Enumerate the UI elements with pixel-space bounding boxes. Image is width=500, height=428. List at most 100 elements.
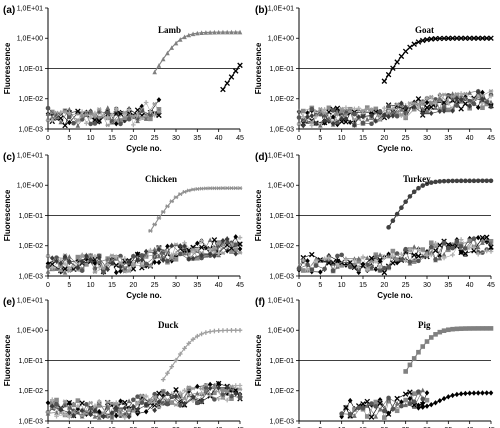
noise-series (300, 237, 494, 272)
noise-point (207, 237, 213, 243)
noise-point (45, 105, 51, 111)
y-tick-label: 1,0E-02 (269, 388, 294, 395)
amplification-series-x (220, 62, 243, 93)
noise-point (101, 266, 106, 272)
noise-point (428, 240, 434, 246)
amplification-point (432, 35, 439, 42)
noise-point (467, 98, 472, 104)
noise-point (356, 114, 362, 120)
amplification-point (419, 37, 426, 44)
noise-point (454, 103, 460, 108)
noise-point (403, 258, 408, 263)
noise-point (67, 266, 72, 271)
noise-point (322, 111, 327, 116)
amplification-point (186, 32, 192, 38)
noise-point (143, 114, 149, 119)
noise-point (484, 239, 490, 245)
noise-point (139, 400, 145, 405)
amplification-point (199, 30, 204, 35)
noise-point (420, 110, 426, 117)
noise-point (488, 244, 494, 250)
noise-point (403, 246, 408, 252)
noise-point (88, 256, 93, 263)
noise-point (62, 261, 68, 267)
noise-point (411, 104, 417, 110)
noise-point (224, 388, 230, 394)
y-tick-label: 1,0E-03 (18, 418, 43, 425)
noise-point (322, 266, 327, 272)
noise-point (62, 122, 68, 129)
noise-point (113, 118, 119, 123)
x-tick-label: 25 (402, 282, 410, 289)
amplification-point (463, 390, 468, 397)
noise-point (356, 267, 362, 273)
noise-point (360, 401, 366, 407)
noise-point (105, 105, 111, 110)
noise-point (407, 259, 413, 265)
noise-line (302, 239, 492, 271)
noise-point (58, 260, 64, 267)
amplification-point (152, 222, 157, 227)
amplification-point (233, 29, 239, 35)
amplification-point (428, 335, 434, 340)
noise-point (156, 246, 162, 253)
noise-point (54, 413, 59, 419)
noise-point (420, 253, 426, 259)
noise-point (58, 407, 64, 413)
noise-point (330, 120, 336, 127)
noise-point (296, 266, 302, 271)
noise-point (45, 400, 51, 406)
x-axis-title: Cycle no. (126, 291, 162, 300)
noise-point (330, 114, 336, 120)
y-tick-label: 1,0E-01 (269, 66, 294, 73)
amplification-point (195, 333, 200, 339)
noise-point (165, 258, 170, 264)
noise-point (58, 268, 64, 273)
amplification-point (212, 29, 217, 35)
x-tick-label: 10 (338, 135, 346, 142)
amplification-point (381, 78, 388, 84)
noise-point (441, 255, 447, 261)
noise-point (96, 255, 102, 261)
y-tick-label: 1,0E-03 (269, 126, 294, 133)
noise-point (109, 253, 115, 258)
amplification-point (488, 390, 494, 396)
y-axis-title: Fluorescence (3, 189, 12, 241)
amplification-point (463, 326, 468, 331)
noise-point (416, 389, 421, 394)
noise-point (135, 406, 140, 413)
noise-point (454, 92, 460, 97)
noise-point (488, 93, 494, 99)
noise-point (152, 397, 157, 402)
amplification-point (148, 228, 153, 233)
noise-point (122, 415, 128, 420)
x-tick-label: 45 (487, 135, 495, 142)
noise-point (300, 117, 306, 123)
noise-point (237, 246, 243, 252)
noise-point (79, 109, 85, 115)
amplification-point (237, 327, 243, 333)
noise-point (96, 118, 102, 124)
amplification-point (484, 326, 490, 331)
noise-point (463, 246, 468, 251)
noise-point (446, 107, 451, 113)
noise-point (148, 247, 153, 253)
noise-point (484, 248, 490, 254)
noise-point (67, 106, 72, 112)
noise-point (75, 398, 81, 403)
noise-point (343, 257, 349, 262)
noise-point (152, 246, 157, 252)
amplification-point (233, 186, 239, 191)
noise-point (394, 110, 400, 116)
noise-point (233, 251, 239, 257)
noise-point (458, 237, 464, 242)
noise-point (309, 267, 315, 273)
amplification-point (216, 328, 221, 333)
amplification-point (475, 178, 481, 184)
panel-letter: (c) (3, 152, 15, 163)
noise-point (220, 387, 226, 392)
noise-point (199, 386, 204, 391)
noise-point (177, 251, 183, 257)
noise-point (101, 266, 106, 271)
noise-point (105, 123, 111, 128)
